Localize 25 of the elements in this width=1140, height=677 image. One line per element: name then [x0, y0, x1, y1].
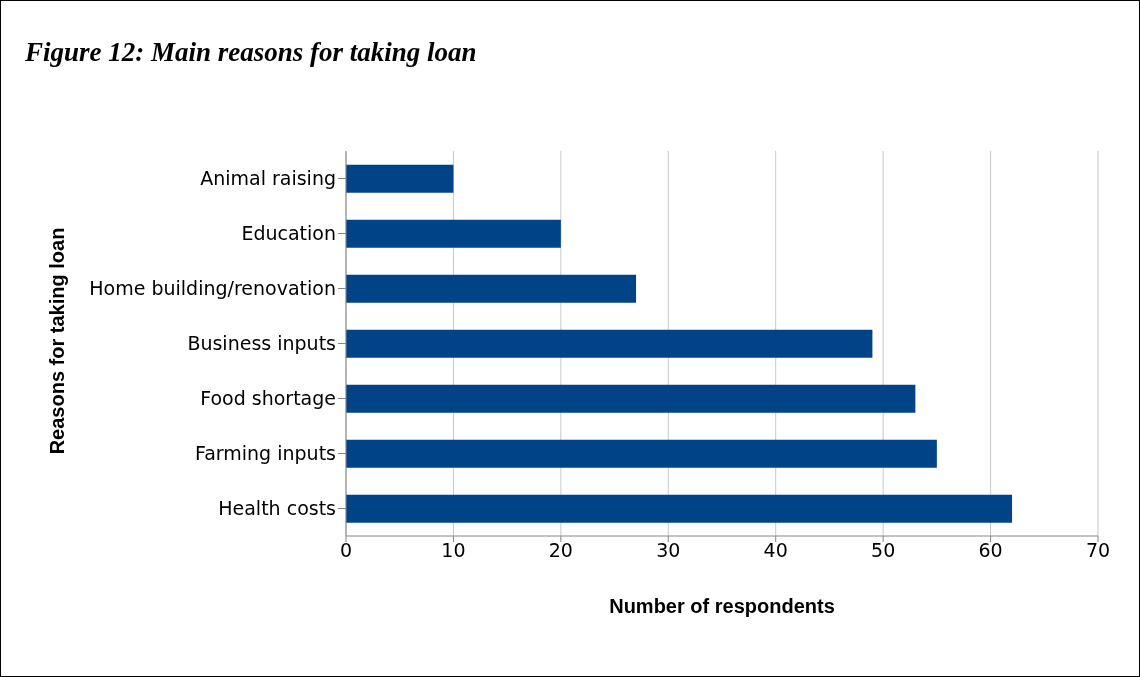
y-tick-label: Education	[241, 222, 336, 245]
x-tick-label: 0	[339, 539, 353, 562]
bar	[346, 329, 873, 358]
y-tick-label: Home building/renovation	[89, 277, 336, 300]
y-axis-title: Reasons for taking loan	[46, 226, 69, 457]
y-tick-label: Health costs	[218, 497, 336, 520]
x-tick-label: 30	[656, 539, 681, 562]
bar	[346, 439, 937, 468]
y-tick-label: Business inputs	[187, 332, 336, 355]
x-tick-label: 50	[871, 539, 896, 562]
x-tick-label: 60	[978, 539, 1003, 562]
bar	[346, 164, 454, 193]
bar	[346, 219, 561, 248]
y-tick-label: Farming inputs	[194, 442, 336, 465]
y-tick-label: Animal raising	[200, 167, 336, 190]
y-tick-label: Food shortage	[200, 387, 336, 410]
bar	[346, 384, 916, 413]
x-tick-label: 70	[1085, 539, 1111, 562]
x-axis-title: Number of respondents	[608, 595, 836, 618]
x-tick-label: 20	[548, 539, 573, 562]
x-tick-label: 10	[441, 539, 466, 562]
bar	[346, 274, 637, 303]
bar	[346, 494, 1013, 523]
chart-title: Figure 12: Main reasons for taking loan	[25, 37, 477, 68]
x-tick-label: 40	[763, 539, 788, 562]
